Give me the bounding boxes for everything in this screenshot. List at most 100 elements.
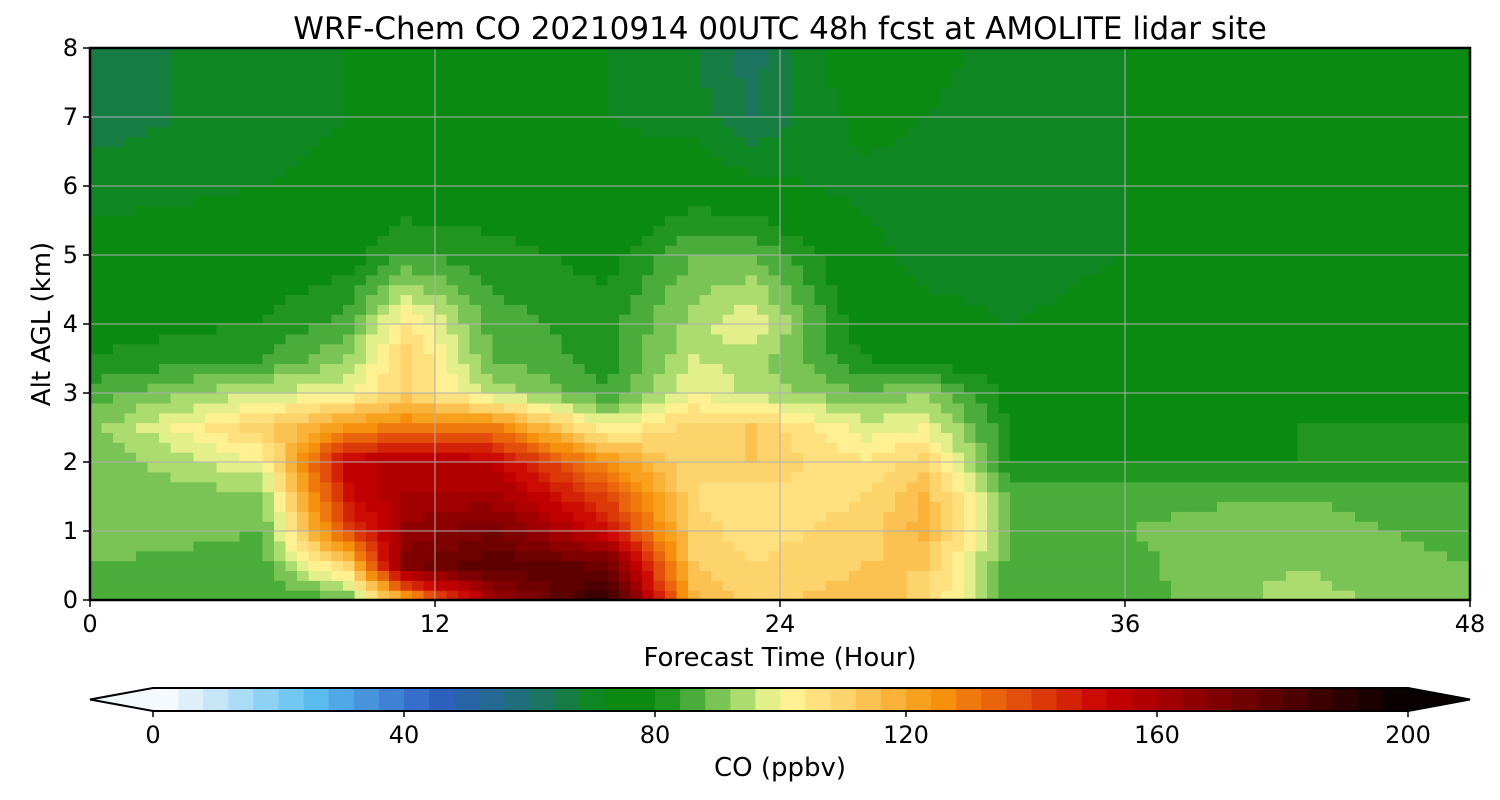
contour-cell	[630, 264, 643, 276]
contour-cell	[918, 531, 931, 542]
contour-cell	[676, 304, 689, 315]
contour-cell	[1297, 255, 1310, 266]
contour-cell	[1217, 501, 1230, 512]
contour-cell	[527, 245, 540, 256]
contour-cell	[274, 442, 287, 453]
contour-cell	[872, 186, 885, 197]
contour-cell	[1412, 235, 1425, 246]
contour-cell	[251, 393, 264, 404]
contour-cell	[1113, 491, 1126, 503]
contour-cell	[481, 235, 494, 246]
contour-cell	[1102, 491, 1115, 503]
contour-cell	[377, 570, 390, 581]
contour-cell	[308, 274, 321, 286]
contour-cell	[642, 590, 655, 601]
contour-cell	[550, 412, 563, 424]
contour-cell	[1389, 481, 1402, 493]
contour-cell	[1102, 471, 1115, 483]
contour-cell	[1044, 501, 1057, 512]
contour-cell	[711, 205, 724, 217]
contour-cell	[711, 491, 724, 503]
contour-cell	[1343, 245, 1356, 256]
contour-cell	[285, 353, 298, 365]
contour-cell	[274, 471, 287, 483]
contour-cell	[1332, 422, 1345, 434]
contour-cell	[941, 343, 954, 355]
contour-cell	[1113, 462, 1126, 473]
contour-cell	[975, 402, 988, 414]
contour-cell	[699, 225, 712, 236]
contour-cell	[469, 550, 482, 562]
contour-cell	[205, 225, 218, 236]
contour-cell	[653, 284, 666, 296]
contour-cell	[320, 452, 333, 463]
contour-cell	[136, 560, 149, 572]
contour-cell	[837, 550, 850, 562]
contour-cell	[780, 373, 793, 384]
contour-cell	[849, 304, 862, 315]
contour-cell	[527, 481, 540, 493]
contour-cell	[780, 580, 793, 591]
contour-cell	[469, 383, 482, 394]
contour-cell	[849, 264, 862, 276]
contour-cell	[883, 333, 896, 345]
contour-cell	[1010, 314, 1023, 325]
contour-cell	[1228, 333, 1241, 345]
contour-cell	[1332, 501, 1345, 512]
contour-cell	[354, 590, 367, 601]
contour-cell	[274, 195, 287, 207]
contour-cell	[1033, 363, 1046, 374]
contour-cell	[274, 491, 287, 503]
contour-cell	[193, 294, 206, 305]
contour-cell	[607, 570, 620, 581]
contour-cell	[1194, 215, 1207, 227]
contour-cell	[734, 245, 747, 256]
contour-cell	[1113, 255, 1126, 266]
contour-cell	[1458, 284, 1471, 296]
contour-cell	[987, 343, 1000, 355]
contour-cell	[136, 590, 149, 601]
contour-cell	[1125, 422, 1138, 434]
contour-cell	[630, 324, 643, 335]
contour-cell	[619, 531, 632, 542]
contour-cell	[1079, 570, 1092, 581]
contour-cell	[1447, 422, 1460, 434]
contour-cell	[366, 531, 379, 542]
contour-cell	[1228, 373, 1241, 384]
contour-cell	[849, 481, 862, 493]
contour-cell	[262, 580, 275, 591]
contour-cell	[1056, 511, 1069, 522]
contour-cell	[124, 324, 137, 335]
contour-cell	[1320, 590, 1333, 601]
contour-cell	[527, 422, 540, 434]
contour-cell	[573, 412, 586, 424]
contour-cell	[170, 383, 183, 394]
contour-cell	[205, 481, 218, 493]
contour-cell	[308, 412, 321, 424]
contour-cell	[619, 422, 632, 434]
contour-cell	[619, 501, 632, 512]
contour-cell	[918, 245, 931, 256]
contour-cell	[251, 590, 264, 601]
contour-cell	[1159, 363, 1172, 374]
contour-cell	[734, 491, 747, 503]
contour-cell	[952, 343, 965, 355]
contour-cell	[699, 264, 712, 276]
contour-cell	[469, 540, 482, 552]
contour-cell	[1159, 580, 1172, 591]
contour-cell	[780, 511, 793, 522]
contour-cell	[964, 491, 977, 503]
contour-cell	[780, 422, 793, 434]
contour-cell	[251, 560, 264, 572]
contour-cell	[113, 540, 126, 552]
contour-cell	[780, 412, 793, 424]
contour-cell	[688, 215, 701, 227]
contour-cell	[1309, 422, 1322, 434]
contour-cell	[1320, 245, 1333, 256]
contour-cell	[446, 531, 459, 542]
contour-cell	[458, 294, 471, 305]
contour-cell	[1125, 373, 1138, 384]
contour-cell	[1090, 363, 1103, 374]
contour-cell	[699, 245, 712, 256]
contour-cell	[665, 333, 678, 345]
